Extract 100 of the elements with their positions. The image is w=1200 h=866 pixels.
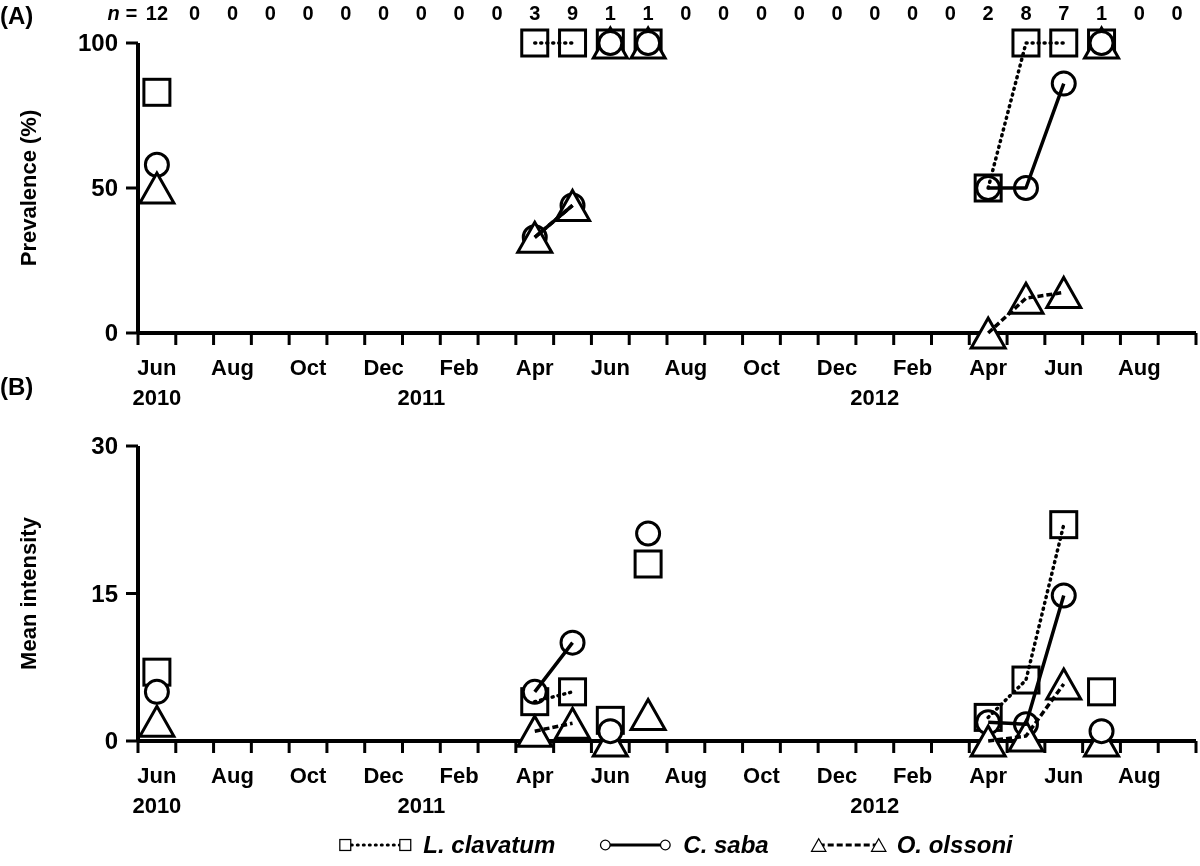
x-tick-label: Jun 2010 bbox=[132, 763, 182, 818]
x-tick-label: Jun bbox=[590, 763, 630, 788]
text: 0 bbox=[1171, 2, 1183, 24]
x-tick-label: Dec bbox=[816, 763, 858, 788]
legend-label: L. clavatum bbox=[423, 831, 556, 859]
text: 0 bbox=[1133, 2, 1145, 24]
point bbox=[969, 316, 1007, 350]
point bbox=[1050, 582, 1077, 609]
text: 0 bbox=[755, 2, 768, 24]
x-tick-label: Jun 2010 bbox=[132, 355, 182, 410]
point bbox=[1045, 275, 1083, 309]
x-tick-label: 2012 bbox=[850, 385, 900, 410]
point bbox=[143, 151, 170, 178]
point bbox=[554, 706, 592, 740]
point bbox=[516, 714, 554, 748]
text: 0 bbox=[831, 2, 843, 24]
x-tick-label: Feb bbox=[893, 763, 933, 788]
text: 1 bbox=[1095, 2, 1108, 24]
text: 0 bbox=[869, 2, 881, 24]
x-tick-label: Aug bbox=[211, 763, 254, 788]
y-tick-label: 15 bbox=[91, 579, 118, 607]
x-tick-label: Apr bbox=[515, 763, 555, 788]
point bbox=[520, 28, 550, 58]
point bbox=[1050, 70, 1077, 97]
x-tick-label: Jun bbox=[1044, 763, 1084, 788]
x-tick-label: Apr bbox=[969, 355, 1008, 380]
point bbox=[558, 677, 588, 707]
point bbox=[629, 697, 667, 731]
x-tick-label: Feb bbox=[439, 355, 479, 380]
point bbox=[1049, 28, 1079, 58]
x-tick-label: 2011 bbox=[397, 385, 446, 410]
y-tick-label: 100 bbox=[77, 29, 118, 57]
text: 0 bbox=[378, 2, 390, 24]
point bbox=[635, 520, 662, 547]
x-tick-label: Feb bbox=[439, 763, 479, 788]
text: 3 bbox=[529, 2, 541, 24]
point bbox=[597, 718, 624, 745]
text: 0 bbox=[226, 2, 239, 24]
point bbox=[516, 220, 554, 254]
y-tick-label: 30 bbox=[91, 432, 118, 460]
text: 0 bbox=[189, 2, 201, 24]
legend-label: O. olssoni bbox=[896, 831, 1015, 859]
text: 1 bbox=[604, 2, 616, 24]
text: 0 bbox=[718, 2, 730, 24]
text: 0 bbox=[340, 2, 352, 24]
x-tick-label: Jun bbox=[590, 355, 630, 380]
x-tick-label: Oct bbox=[743, 355, 781, 380]
y-tick-label: 50 bbox=[91, 174, 118, 202]
text: 0 bbox=[264, 2, 276, 24]
point bbox=[1087, 677, 1117, 707]
y-tick-label: 0 bbox=[104, 319, 118, 347]
x-tick-label: Aug bbox=[1117, 763, 1161, 788]
x-tick-label: Aug bbox=[211, 355, 254, 380]
point bbox=[1088, 718, 1115, 745]
x-tick-label: Dec bbox=[363, 355, 404, 380]
text: 9 bbox=[566, 2, 579, 24]
text: 0 bbox=[680, 2, 692, 24]
point bbox=[559, 629, 586, 656]
x-tick-label: Feb bbox=[893, 355, 933, 380]
x-tick-label: Apr bbox=[515, 355, 555, 380]
chart-title: (B) bbox=[0, 373, 34, 400]
point bbox=[558, 28, 588, 58]
point bbox=[142, 77, 172, 107]
x-tick-label: Jun bbox=[1044, 355, 1084, 380]
x-tick-label: Aug bbox=[664, 355, 708, 380]
text: 8 bbox=[1020, 2, 1032, 24]
x-tick-label: Aug bbox=[664, 763, 708, 788]
y-axis-title: Prevalence (%) bbox=[16, 109, 41, 267]
text: 2 bbox=[982, 2, 994, 24]
legend-label: C. saba bbox=[683, 831, 769, 859]
x-tick-label: Oct bbox=[743, 763, 781, 788]
x-tick-label: Oct bbox=[289, 355, 328, 380]
text: 0 bbox=[907, 2, 919, 24]
y-tick-label: 0 bbox=[104, 727, 118, 755]
x-tick-label: Oct bbox=[289, 763, 328, 788]
text: 0 bbox=[415, 2, 427, 24]
x-tick-label: Dec bbox=[363, 763, 404, 788]
x-tick-label: Apr bbox=[969, 763, 1008, 788]
text: n = bbox=[107, 2, 138, 24]
point bbox=[969, 724, 1007, 758]
x-tick-label: 2011 bbox=[397, 793, 446, 818]
text: 0 bbox=[453, 2, 465, 24]
chart-title: (A) bbox=[0, 2, 34, 29]
point bbox=[138, 704, 176, 738]
text: 0 bbox=[793, 2, 805, 24]
point bbox=[143, 678, 170, 705]
point bbox=[1011, 28, 1041, 58]
x-tick-label: Aug bbox=[1117, 355, 1161, 380]
y-axis-title: Mean intensity bbox=[16, 516, 41, 670]
text: 0 bbox=[491, 2, 503, 24]
text: 0 bbox=[302, 2, 314, 24]
point bbox=[1049, 510, 1079, 540]
x-tick-label: Dec bbox=[816, 355, 858, 380]
text: 12 bbox=[145, 2, 169, 24]
text: 1 bbox=[642, 2, 654, 24]
text: 0 bbox=[944, 2, 956, 24]
text: 7 bbox=[1058, 2, 1070, 24]
point bbox=[1045, 667, 1083, 701]
point bbox=[138, 171, 176, 205]
x-tick-label: 2012 bbox=[850, 793, 900, 818]
